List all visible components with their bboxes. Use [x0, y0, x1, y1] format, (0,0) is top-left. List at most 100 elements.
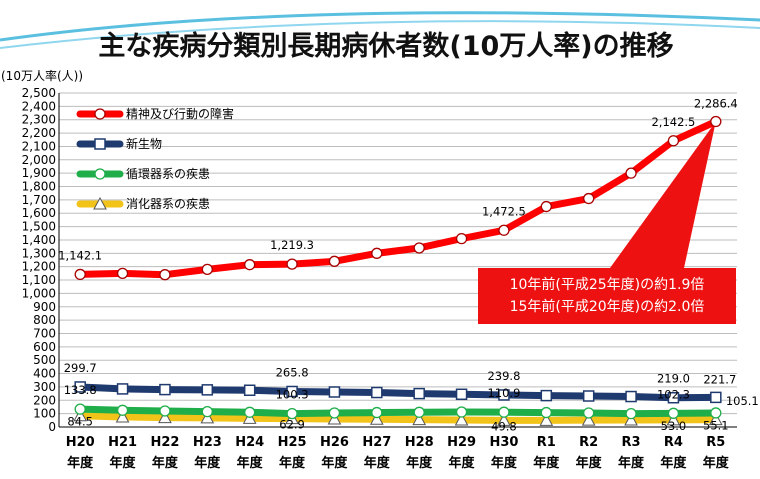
marker-point	[371, 247, 383, 259]
x-tick-label: H29	[447, 435, 476, 450]
marker-point	[540, 389, 553, 402]
y-tick-label: 600	[33, 340, 56, 354]
marker-point	[455, 232, 468, 245]
marker-point	[243, 384, 256, 397]
y-tick-label: 1,300	[22, 246, 56, 260]
x-tick-label: H28	[405, 435, 434, 450]
marker-point	[328, 407, 341, 419]
marker-point	[286, 258, 298, 270]
marker-point	[116, 404, 129, 416]
data-label: 2,286.4	[694, 97, 738, 111]
y-tick-label: 700	[33, 326, 56, 340]
y-tick-label: 1,100	[22, 273, 56, 287]
y-tick-label: 1,700	[22, 193, 56, 207]
marker-point	[667, 407, 680, 419]
data-label: 1,142.1	[58, 248, 102, 262]
x-tick-label: H30	[489, 435, 518, 450]
marker-point	[413, 406, 425, 418]
data-label: 265.8	[276, 365, 309, 379]
x-tick-label: 年度	[279, 455, 306, 471]
x-tick-label: 年度	[406, 455, 433, 471]
y-tick-label: 100	[33, 407, 56, 421]
marker-point	[94, 138, 106, 150]
data-label: 1,472.5	[482, 204, 526, 218]
marker-point	[708, 412, 723, 426]
marker-point	[498, 406, 510, 418]
y-tick-label: 1,900	[22, 166, 56, 180]
x-tick-label: 年度	[576, 455, 603, 471]
marker-point	[498, 224, 510, 236]
data-labels: 1,142.1 1,219.3 1,472.5 2,142.5 2,286.4 299.7…	[58, 97, 759, 434]
marker-point	[286, 385, 298, 398]
y-tick-label: 2,100	[22, 139, 56, 153]
marker-point	[667, 135, 680, 147]
marker-point	[159, 405, 171, 417]
data-label: 100.3	[276, 388, 309, 402]
marker-point	[581, 413, 596, 426]
series-line	[76, 405, 720, 418]
y-tick-label: 2,000	[22, 153, 56, 167]
marker-point	[74, 403, 86, 415]
x-tick-label: H24	[235, 435, 264, 450]
legend-label: 新生物	[126, 136, 162, 151]
x-tick-label: R4	[664, 435, 683, 450]
marker-point	[455, 388, 468, 401]
x-tick-label: H23	[193, 435, 222, 450]
data-label: 219.0	[657, 372, 690, 386]
marker-point	[159, 383, 171, 396]
x-tick-label: 年度	[237, 455, 264, 471]
x-axis-ticks: H20 年度 H21 年度 H22 年度 H23 年度 H24 年度 H25 年度 H26 年度 H27 年度…	[66, 435, 730, 471]
data-label: 102.3	[657, 387, 690, 401]
marker-point	[200, 410, 215, 424]
y-axis-ticks: 01002003004005006007008009001,0001,1001,…	[22, 86, 56, 434]
data-label: 55.1	[703, 419, 729, 433]
marker-point	[498, 389, 510, 401]
marker-point	[666, 412, 681, 426]
marker-point	[412, 412, 427, 426]
y-axis-unit-label: (10万人率(人))	[1, 68, 83, 83]
x-tick-label: 年度	[364, 455, 391, 471]
marker-point	[201, 405, 213, 418]
data-label: 2,142.5	[651, 115, 695, 129]
y-tick-label: 1,500	[22, 220, 56, 234]
callout-text: 15年前(平成20年度)の約2.0倍	[510, 298, 705, 315]
data-label: 110.9	[487, 386, 520, 400]
marker-point	[539, 413, 554, 426]
callout-text: 10年前(平成25年度)の約1.9倍	[510, 276, 705, 293]
marker-point	[73, 408, 88, 422]
x-tick-label: H26	[320, 435, 349, 450]
y-tick-label: 2,500	[22, 86, 56, 100]
marker-point	[244, 259, 256, 271]
y-tick-label: 200	[33, 393, 56, 407]
series-line	[76, 412, 720, 424]
x-tick-label: H27	[362, 435, 391, 450]
x-tick-label: R1	[537, 435, 556, 450]
y-tick-label: 900	[33, 300, 56, 314]
marker-point	[625, 390, 637, 403]
marker-point	[582, 390, 595, 402]
x-tick-label: H20	[66, 435, 95, 450]
legend-label: 精神及び行動の障害	[126, 106, 234, 121]
marker-point	[371, 406, 383, 419]
marker-point	[74, 381, 86, 393]
x-tick-label: 年度	[110, 455, 137, 471]
marker-point	[94, 168, 106, 180]
data-label: 239.8	[487, 369, 520, 383]
data-label: 299.7	[64, 361, 97, 375]
x-tick-label: R5	[706, 435, 725, 450]
y-tick-label: 1,800	[22, 180, 56, 194]
marker-point	[455, 406, 468, 418]
marker-point	[540, 406, 552, 419]
data-label: 221.7	[703, 372, 736, 386]
marker-point	[116, 267, 129, 280]
x-tick-label: R2	[579, 435, 598, 450]
y-tick-label: 1,000	[22, 286, 56, 300]
marker-point	[93, 196, 107, 210]
y-tick-label: 1,200	[22, 260, 56, 274]
marker-point	[328, 255, 341, 267]
marker-point	[158, 410, 172, 424]
data-label: 1,219.3	[270, 238, 314, 252]
x-tick-label: 年度	[703, 455, 730, 471]
